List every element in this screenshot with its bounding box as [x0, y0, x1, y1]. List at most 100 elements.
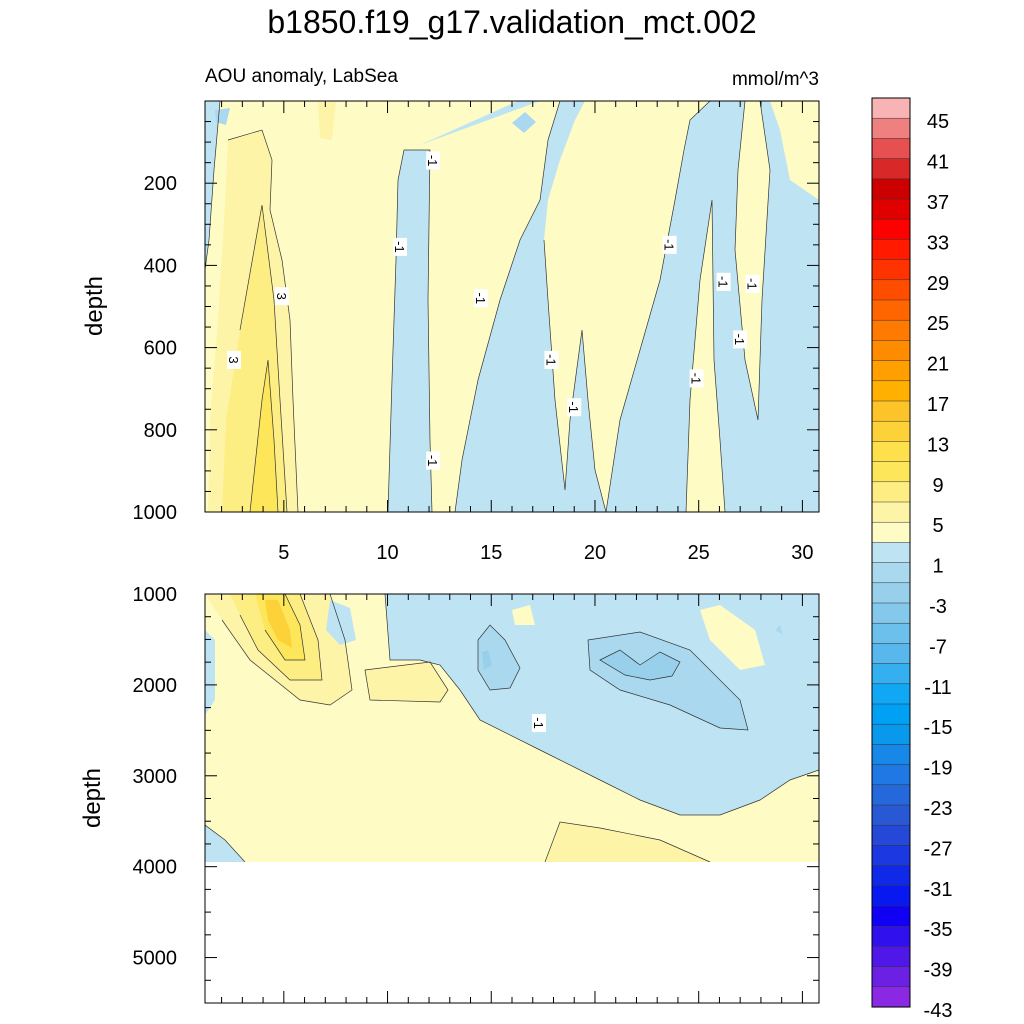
contour-label: -1 — [689, 369, 704, 388]
colorbar-swatch — [871, 905, 911, 927]
colorbar-swatch — [871, 117, 911, 139]
svg-text:-1: -1 — [732, 334, 747, 346]
colorbar-swatch — [871, 299, 911, 321]
svg-text:-1: -1 — [392, 241, 407, 253]
colorbar-swatch — [871, 925, 911, 947]
colorbar-label: 29 — [927, 273, 949, 295]
colorbar-swatch — [871, 663, 911, 685]
chart-subtitle-left: AOU anomaly, LabSea — [205, 66, 398, 87]
y-tick-label: 2000 — [133, 675, 178, 697]
svg-text:-1: -1 — [425, 455, 440, 467]
y-tick-label: 600 — [144, 338, 177, 360]
colorbar-swatch — [871, 501, 911, 523]
colorbar-label: 33 — [927, 232, 949, 254]
colorbar-swatch — [871, 562, 911, 584]
x-tick-label: 10 — [376, 542, 398, 564]
colorbar-label: 17 — [927, 394, 949, 416]
colorbar-label: -39 — [924, 960, 953, 982]
x-tick-label: 20 — [584, 542, 606, 564]
colorbar-label: -15 — [924, 717, 953, 739]
colorbar-swatch — [871, 744, 911, 766]
upper-contour-labels: -1 -1 3 -1 3 -1 -1 -1 -1 -1 -1 -1 -1 — [226, 151, 760, 470]
contour-label: -1 — [662, 235, 677, 254]
colorbar-swatch — [871, 784, 911, 806]
colorbar-label: 45 — [927, 111, 949, 133]
contour-label: -1 — [732, 330, 748, 349]
colorbar-swatch — [871, 340, 911, 362]
svg-text:3: 3 — [226, 356, 241, 363]
colorbar-label: 9 — [932, 475, 943, 497]
x-tick-label: 5 — [278, 542, 289, 564]
x-tick-label: 15 — [480, 542, 502, 564]
colorbar-swatch — [871, 441, 911, 463]
svg-text:-1: -1 — [543, 354, 558, 366]
colorbar-swatch — [871, 198, 911, 220]
x-tick-label: 30 — [791, 542, 813, 564]
colorbar-swatch — [871, 481, 911, 503]
colorbar-swatch — [871, 966, 911, 988]
contour-label: -1 — [716, 272, 731, 291]
svg-text:-1: -1 — [689, 373, 704, 385]
contour-label: -1 — [745, 274, 760, 293]
svg-text:-1: -1 — [566, 401, 581, 413]
colorbar-swatch — [871, 97, 911, 119]
colorbar-swatch — [871, 239, 911, 261]
colorbar-swatch — [871, 582, 911, 604]
colorbar-swatch — [871, 158, 911, 180]
colorbar-swatch — [871, 259, 911, 281]
upper-axes: 200 400 600 800 1000 5 10 15 20 25 30 — [133, 100, 819, 564]
colorbar-swatch — [871, 360, 911, 382]
lower-ylabel: depth — [79, 768, 106, 828]
contour-label: 3 — [226, 350, 242, 369]
colorbar-label: 21 — [927, 354, 949, 376]
colorbar-swatch — [871, 946, 911, 968]
colorbar-swatch — [871, 622, 911, 644]
colorbar-label: -27 — [924, 838, 953, 860]
svg-text:3: 3 — [274, 293, 289, 300]
y-tick-label: 5000 — [133, 948, 178, 970]
colorbar-swatch — [871, 400, 911, 422]
colorbar-label: -11 — [924, 677, 951, 699]
y-tick-label: 200 — [144, 173, 177, 195]
contour-label: -1 — [473, 289, 488, 308]
colorbar-label: -35 — [924, 919, 953, 941]
colorbar-label: 13 — [927, 434, 949, 456]
colorbar-swatch — [871, 643, 911, 665]
colorbar-swatch — [871, 703, 911, 725]
chart-subtitle-right: mmol/m^3 — [732, 69, 819, 90]
colorbar-swatch — [871, 521, 911, 543]
svg-text:-1: -1 — [716, 276, 731, 288]
colorbar-swatch — [871, 542, 911, 564]
contour-label: -1 — [531, 714, 546, 733]
contour-label: -1 — [392, 237, 407, 256]
chart-title: b1850.f19_g17.validation_mct.002 — [267, 4, 756, 40]
lower-contour-labels: -1 — [531, 714, 546, 733]
colorbar-swatch — [871, 764, 911, 786]
colorbar-label: -23 — [924, 798, 953, 820]
svg-text:-1: -1 — [473, 292, 488, 304]
colorbar-swatch — [871, 380, 911, 402]
lower-panel-field — [205, 594, 819, 863]
colorbar-label: -31 — [924, 879, 953, 901]
colorbar-label: -43 — [924, 1000, 953, 1022]
colorbar-swatch — [871, 218, 911, 240]
svg-text:-1: -1 — [531, 717, 546, 729]
y-tick-label: 1000 — [133, 584, 178, 606]
colorbar-swatch — [871, 885, 911, 907]
colorbar-swatch — [871, 461, 911, 483]
colorbar-label: -3 — [929, 596, 947, 618]
lower-panel-missing-region — [205, 862, 819, 1003]
colorbar-swatch — [871, 602, 911, 624]
contour-label: -1 — [425, 151, 441, 170]
y-tick-label: 800 — [144, 420, 177, 442]
colorbar-swatch — [871, 824, 911, 846]
colorbar-swatch — [871, 178, 911, 200]
svg-text:-1: -1 — [662, 239, 677, 251]
colorbar-swatch — [871, 804, 911, 826]
y-tick-label: 3000 — [133, 766, 178, 788]
colorbar-label: -7 — [929, 636, 947, 658]
contour-label: 3 — [274, 287, 289, 306]
colorbar-swatch — [871, 279, 911, 301]
svg-text:-1: -1 — [745, 278, 760, 290]
